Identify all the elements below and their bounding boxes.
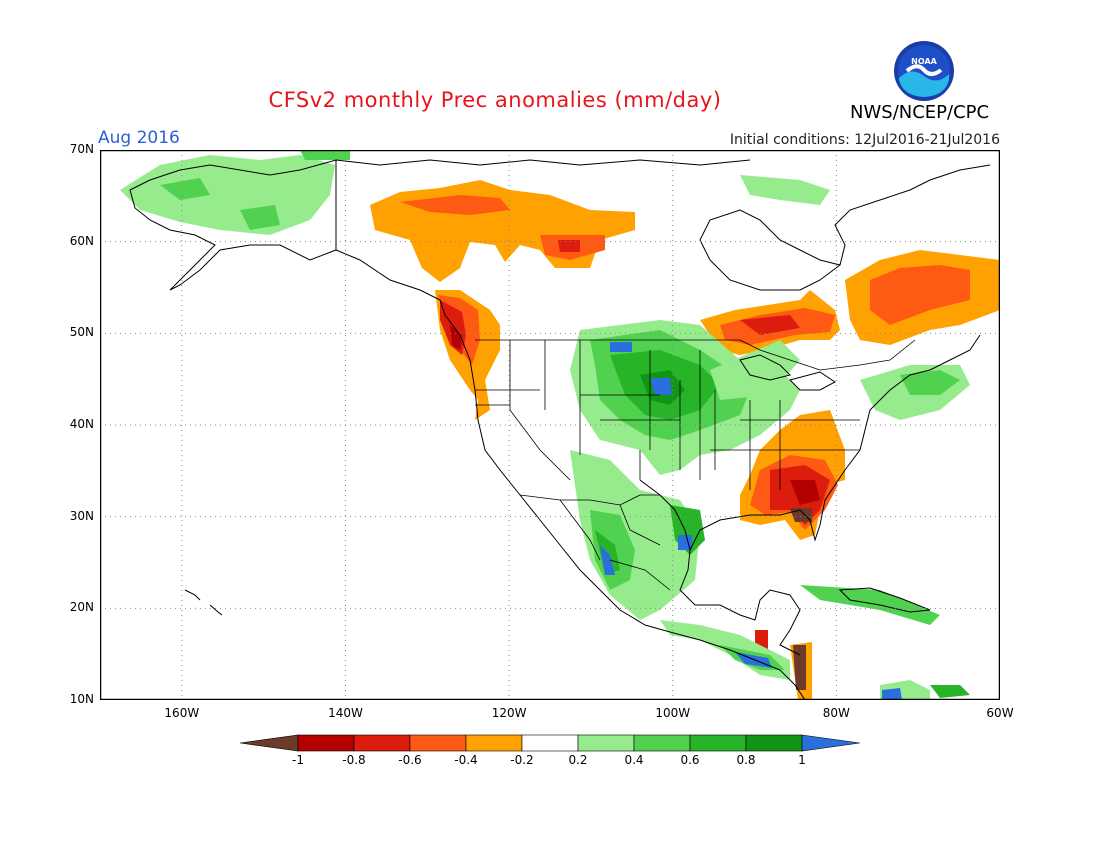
- chart-title: CFSv2 monthly Prec anomalies (mm/day): [268, 88, 722, 112]
- longitude-label: 80W: [822, 706, 850, 720]
- colorbar-label: -0.4: [454, 753, 478, 767]
- dry-anomaly-areas: [370, 180, 1000, 700]
- agency-label: NWS/NCEP/CPC: [850, 102, 990, 123]
- longitude-label: 160W: [164, 706, 200, 720]
- latitude-label: 60N: [69, 233, 94, 248]
- map-frame: [100, 150, 1000, 700]
- political-borders: [335, 160, 916, 591]
- colorbar-label: 0.8: [736, 753, 756, 767]
- colorbar-cell: [465, 734, 523, 752]
- colorbar-label: -1: [292, 753, 304, 767]
- colorbar-cell: [633, 734, 691, 752]
- colorbar-cell: [745, 734, 803, 752]
- colorbar-label: -0.2: [510, 753, 534, 767]
- colorbar-label: 0.2: [568, 753, 588, 767]
- colorbar-low-arrow: [240, 734, 299, 752]
- colorbar-label: -0.8: [342, 753, 366, 767]
- colorbar: [240, 734, 861, 752]
- latitude-label: 70N: [69, 142, 94, 156]
- latitude-label: 30N: [69, 508, 94, 523]
- latitude-label: 50N: [69, 325, 94, 340]
- noaa-logo-text: NOAA: [911, 57, 937, 66]
- colorbar-cell: [577, 734, 635, 752]
- latitude-label: 40N: [69, 417, 94, 431]
- longitude-label: 100W: [655, 706, 691, 720]
- coastlines: [129, 159, 991, 700]
- colorbar-cell: [297, 734, 355, 752]
- colorbar-cell: [353, 734, 411, 752]
- colorbar-label: 0.6: [680, 753, 700, 767]
- anomaly-map: [100, 150, 1000, 700]
- wet-anomaly-areas: [120, 150, 970, 700]
- longitude-label: 120W: [491, 706, 527, 720]
- colorbar-cell: [521, 734, 579, 752]
- colorbar-label: 0.4: [624, 753, 644, 767]
- latitude-label: 10N: [69, 692, 94, 706]
- longitude-label: 140W: [328, 706, 363, 720]
- initial-conditions-label: Initial conditions: 12Jul2016-21Jul2016: [729, 132, 1000, 148]
- colorbar-label: -0.6: [398, 753, 422, 767]
- colorbar-high-arrow: [801, 734, 861, 752]
- colorbar-label: 1: [798, 753, 806, 767]
- latitude-label: 20N: [69, 600, 94, 615]
- map-gridlines: [100, 150, 1000, 700]
- colorbar-cell: [409, 734, 467, 752]
- longitude-label: 60W: [986, 706, 1014, 720]
- colorbar-cell: [689, 734, 747, 752]
- noaa-logo: NOAA: [894, 41, 954, 101]
- target-month-label: Aug 2016: [98, 128, 180, 148]
